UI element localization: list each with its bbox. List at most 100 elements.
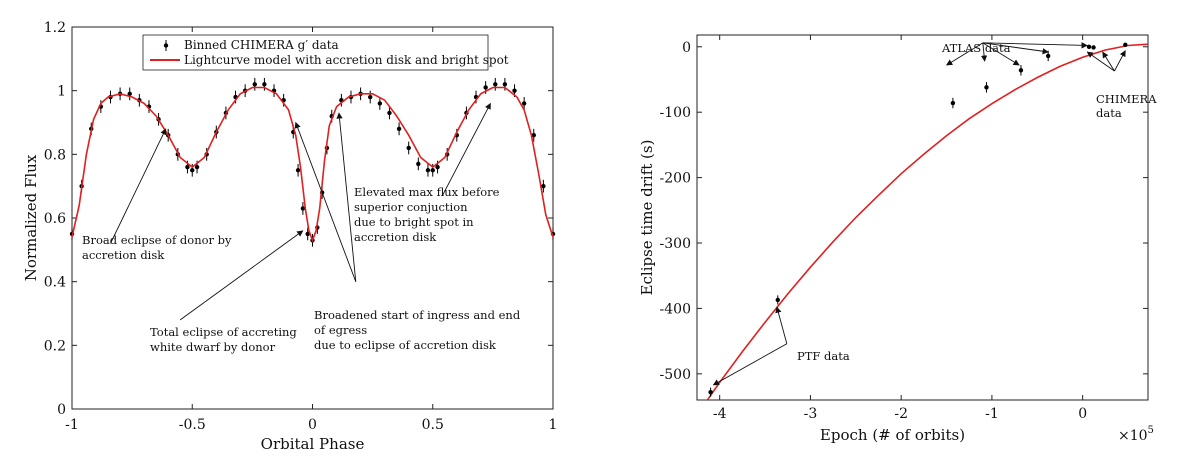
x-tick-label: -3 [804,406,818,422]
annotation-arrow [980,42,988,62]
annotation-arrow [775,306,788,344]
data-point [531,128,536,142]
annotation-text: accretion disk [354,230,437,244]
drift-model-line [706,43,1148,400]
annotation-arrow [982,42,1049,55]
annotation: ATLAS data [941,41,1088,66]
annotation-text: Elevated max flux before [354,185,500,199]
x-tick-label: 0 [1078,406,1087,422]
data-point [368,90,373,104]
y-tick-label: 0.4 [44,275,66,291]
data-point [300,202,306,215]
data-point [493,77,498,91]
annotation-text: accretion disk [82,248,165,262]
x-tick-label: -1 [65,417,79,433]
y-tick-label: 0 [682,40,691,56]
y-tick-label: -100 [660,105,691,121]
data-point [950,97,956,109]
y-tick-label: -500 [660,367,691,383]
data-point [127,87,132,101]
drift-data-points [708,42,1128,397]
annotation-arrow [982,42,1088,49]
annotation-arrow [1114,50,1126,72]
multiplier-base: ×10 [1118,428,1148,444]
data-point [521,97,527,110]
annotation-arrow [1102,51,1115,72]
data-point [430,163,435,177]
data-point [1091,45,1096,50]
y-tick-label: -400 [660,301,691,317]
x-tick-label: 0.5 [422,417,444,433]
drift-panel: -4 -3 -2 -1 00-100-200-300-400-500 ATLAS dat… [638,34,1157,444]
drift-ticks: -4 -3 -2 -1 00-100-200-300-400-500 [660,35,1148,422]
annotation-text: due to bright spot in [354,215,474,229]
data-point [396,122,402,136]
annotation-text: ATLAS data [941,41,1011,55]
data-point [271,84,277,98]
y-tick-label: 0 [57,402,66,418]
annotation-arrow [1086,51,1115,72]
annotation-text: due to eclipse of accretion disk [314,338,497,352]
data-point [262,77,267,91]
annotation-text: of egress [314,323,367,337]
y-tick-label: 1.2 [44,20,66,36]
annotation-arrow [336,112,357,282]
annotation-arrow [179,230,304,321]
annotation-arrow [712,343,788,386]
x-tick-label: -1 [985,406,999,422]
lightcurve-legend: Binned CHIMERA g′ data Lightcurve model … [142,34,509,71]
data-point [252,77,257,91]
data-point [305,227,310,241]
annotation-text: data [1096,106,1122,120]
y-tick-label: 1 [57,84,66,100]
x-tick-label: -4 [713,406,727,422]
annotation-text: Broadened start of ingress and end [314,308,521,322]
drift-plot-frame [696,34,1149,401]
y-tick-label: 0.6 [44,211,66,227]
x-tick-label: 0 [308,417,317,433]
annotation-text: Total eclipse of accreting [150,325,297,339]
lightcurve-y-axis-label: Normalized Flux [22,154,40,281]
y-tick-label: 0.8 [44,147,66,163]
data-point [775,295,780,305]
legend-marker-data [163,40,169,51]
data-point [541,179,546,193]
annotation-text: Broad eclipse of donor by [82,233,232,247]
y-tick-label: -200 [660,171,691,187]
legend-entry-model: Lightcurve model with accretion disk and… [184,53,509,67]
data-point [1045,50,1051,62]
x-tick-label: -2 [894,406,908,422]
data-point [377,97,383,110]
annotation-text: PTF data [797,349,850,363]
lightcurve-ticks: -1 -0.5 0 0.5 1 0 0.2 0.4 0.6 0.8 1 1.2 [44,20,558,433]
drift-x-axis-label: Epoch (# of orbits) [820,426,965,444]
annotation-arrow [110,128,167,244]
lightcurve-panel: -1 -0.5 0 0.5 1 0 0.2 0.4 0.6 0.8 1 1.2 Broad eclip… [22,20,557,453]
legend-box [142,34,489,71]
x-tick-label: -0.5 [179,417,206,433]
annotation-arrow [982,42,1020,66]
annotation-arrow [441,102,491,196]
lightcurve-x-axis-label: Orbital Phase [261,435,365,453]
x-tick-label: 1 [549,417,558,433]
data-point [387,106,392,120]
data-point [406,141,411,155]
data-point [1123,42,1128,48]
lightcurve-model-line [71,86,554,243]
annotation-text: CHIMERA [1096,92,1157,106]
data-point [708,387,713,397]
annotation: PTF data [712,306,850,386]
legend-entry-data: Binned CHIMERA g′ data [184,38,339,52]
annotation-arrow [946,42,984,66]
annotation-text: white dwarf by donor [150,340,276,354]
annotation-text: superior conjuction [354,200,468,214]
data-point [416,157,421,171]
